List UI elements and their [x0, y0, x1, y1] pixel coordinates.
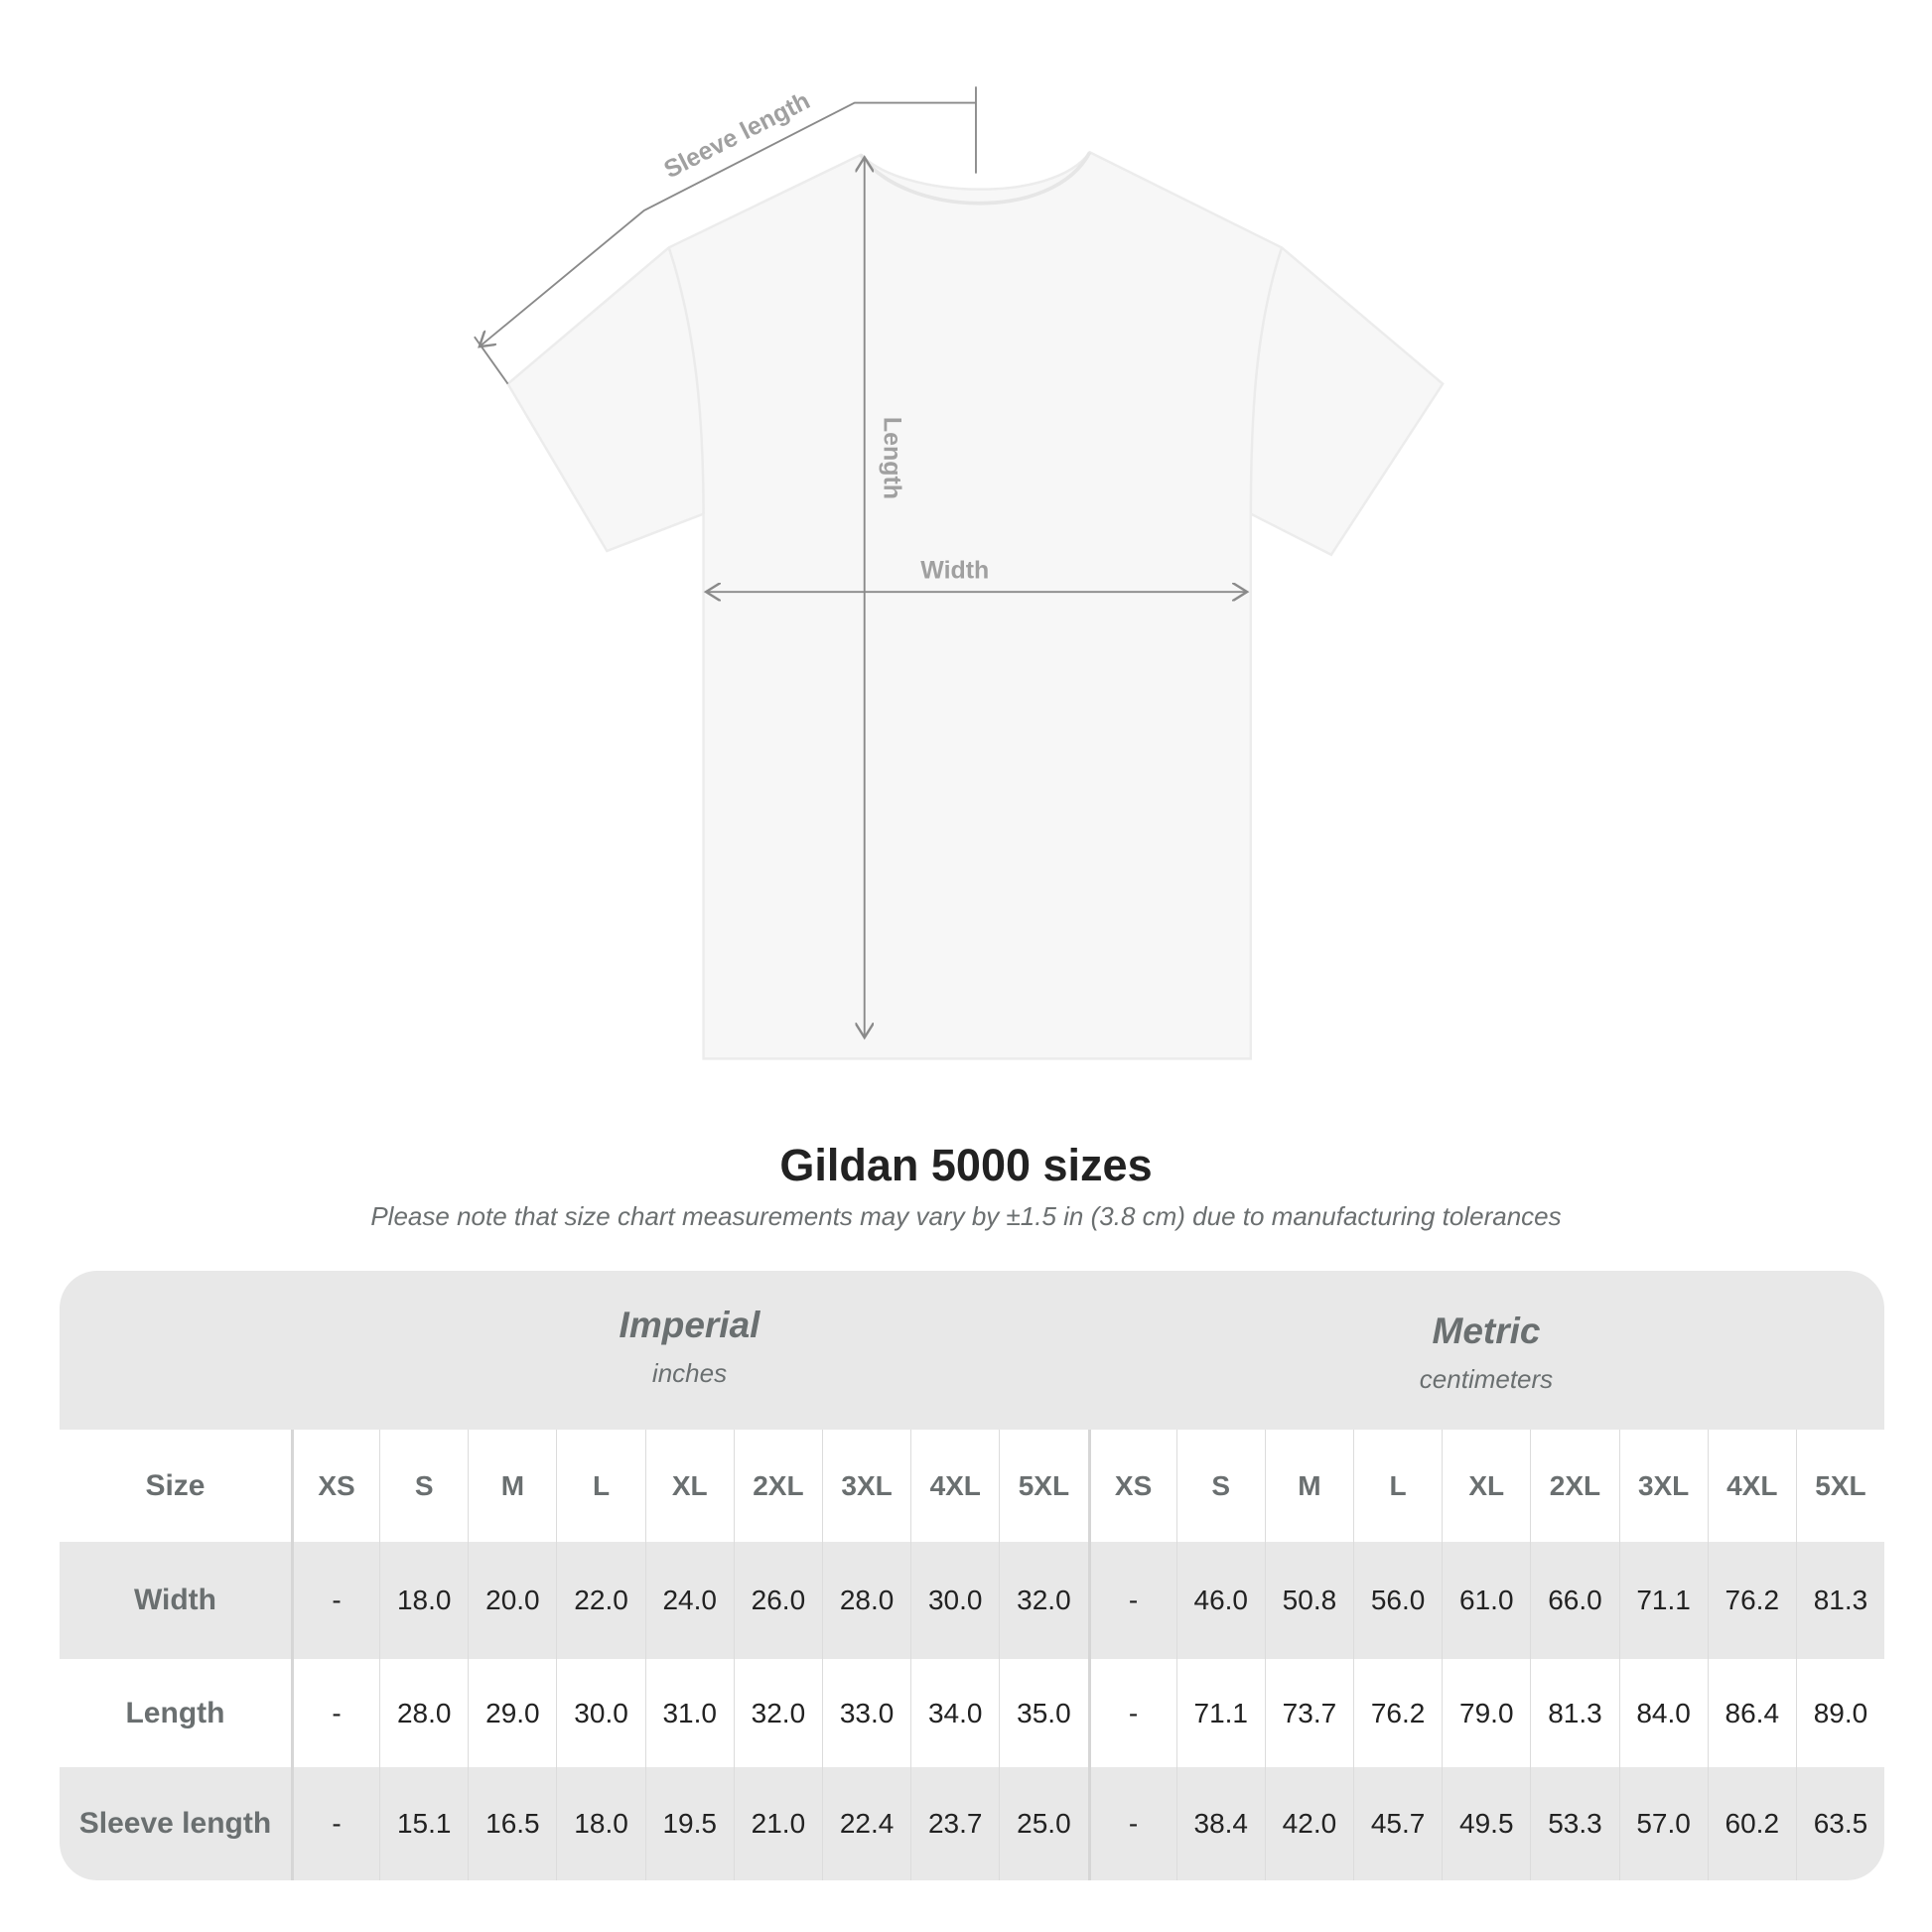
imperial-value-cell: 26.0 — [733, 1542, 822, 1659]
metric-size-header: S — [1175, 1430, 1265, 1542]
imperial-value-cell: 35.0 — [999, 1659, 1087, 1767]
row-label: Size — [145, 1468, 206, 1502]
imperial-value-cell: 30.0 — [556, 1659, 644, 1767]
metric-value-cell: 89.0 — [1795, 1659, 1884, 1767]
metric-title: Metric — [1432, 1311, 1541, 1351]
metric-size-header: 5XL — [1795, 1430, 1884, 1542]
metric-value-cell: 84.0 — [1618, 1659, 1708, 1767]
metric-value-cell: 79.0 — [1442, 1659, 1530, 1767]
metric-value-cell: - — [1087, 1659, 1176, 1767]
metric-size-header: M — [1264, 1430, 1353, 1542]
imperial-value-cell: 22.0 — [556, 1542, 644, 1659]
metric-value-cell: 71.1 — [1618, 1542, 1708, 1659]
metric-value-cell: 46.0 — [1175, 1542, 1265, 1659]
page-title: Gildan 5000 sizes — [779, 1140, 1153, 1190]
metric-value-cell: 57.0 — [1618, 1767, 1708, 1880]
imperial-value-cell: 15.1 — [379, 1767, 468, 1880]
imperial-value-cell: 16.5 — [468, 1767, 556, 1880]
tshirt-shape — [505, 150, 1445, 1060]
imperial-unit: inches — [651, 1358, 728, 1388]
metric-header: Metric centimeters — [1088, 1311, 1884, 1395]
metric-value-cell: 81.3 — [1795, 1542, 1884, 1659]
metric-value-cell: 50.8 — [1264, 1542, 1353, 1659]
tshirt-measurement-diagram: Sleeve length Length Width — [474, 86, 1445, 1060]
imperial-size-header: M — [468, 1430, 556, 1542]
imperial-size-header: 4XL — [910, 1430, 999, 1542]
imperial-size-header: 5XL — [999, 1430, 1087, 1542]
metric-value-cell: 66.0 — [1530, 1542, 1618, 1659]
imperial-value-cell: 19.5 — [644, 1767, 734, 1880]
metric-value-cell: 61.0 — [1442, 1542, 1530, 1659]
imperial-value-cell: 28.0 — [821, 1542, 910, 1659]
metric-value-cell: 38.4 — [1175, 1767, 1265, 1880]
sleeve-length-arrow — [480, 101, 976, 347]
imperial-value-cell: 20.0 — [468, 1542, 556, 1659]
metric-value-cell: 42.0 — [1264, 1767, 1353, 1880]
metric-size-header: XL — [1442, 1430, 1530, 1542]
imperial-value-cell: 25.0 — [999, 1767, 1087, 1880]
metric-value-cell: 60.2 — [1707, 1767, 1796, 1880]
imperial-value-cell: 28.0 — [379, 1659, 468, 1767]
metric-value-cell: 86.4 — [1707, 1659, 1796, 1767]
metric-value-cell: 76.2 — [1707, 1542, 1796, 1659]
metric-value-cell: - — [1087, 1767, 1176, 1880]
imperial-value-cell: 32.0 — [733, 1659, 822, 1767]
row-label: Length — [125, 1696, 225, 1729]
metric-size-header: XS — [1087, 1430, 1176, 1542]
imperial-size-header: S — [379, 1430, 468, 1542]
imperial-value-cell: 34.0 — [910, 1659, 999, 1767]
metric-size-header: 3XL — [1618, 1430, 1708, 1542]
metric-value-cell: 53.3 — [1530, 1767, 1618, 1880]
metric-value-cell: 49.5 — [1442, 1767, 1530, 1880]
imperial-value-cell: - — [290, 1767, 379, 1880]
metric-value-cell: 76.2 — [1353, 1659, 1442, 1767]
size-header-row: Size XS S M L XL 2XL 3XL 4XL 5XL XS S M L XL 2XL 3XL 4XL 5… — [60, 1430, 1884, 1542]
row-label: Sleeve length — [78, 1807, 272, 1840]
metric-value-cell: - — [1087, 1542, 1176, 1659]
row-label: Width — [133, 1584, 216, 1616]
imperial-value-cell: 18.0 — [379, 1542, 468, 1659]
metric-size-header: 4XL — [1707, 1430, 1796, 1542]
tolerance-note: Please note that size chart measurements… — [370, 1201, 1562, 1231]
imperial-header: Imperial inches — [291, 1305, 1088, 1389]
width-label: Width — [920, 556, 989, 584]
imperial-value-cell: 22.4 — [821, 1767, 910, 1880]
table-row: Sleeve length -15.1 16.5 18.0 19.5 21.0 22.4 23… — [60, 1767, 1884, 1880]
unit-header-band — [60, 1271, 1884, 1430]
metric-value-cell: 63.5 — [1795, 1767, 1884, 1880]
metric-size-header: 2XL — [1530, 1430, 1618, 1542]
imperial-value-cell: 31.0 — [644, 1659, 734, 1767]
imperial-size-header: 2XL — [733, 1430, 822, 1542]
metric-value-cell: 45.7 — [1353, 1767, 1442, 1880]
metric-value-cell: 56.0 — [1353, 1542, 1442, 1659]
length-label: Length — [879, 417, 906, 499]
imperial-value-cell: 21.0 — [733, 1767, 822, 1880]
imperial-value-cell: 24.0 — [644, 1542, 734, 1659]
table-row: Length -28.0 29.0 30.0 31.0 32.0 33.0 34.0 35.0-… — [60, 1659, 1884, 1767]
metric-value-cell: 73.7 — [1264, 1659, 1353, 1767]
imperial-size-header: XL — [644, 1430, 734, 1542]
imperial-value-cell: 18.0 — [556, 1767, 644, 1880]
imperial-value-cell: - — [290, 1659, 379, 1767]
imperial-size-header: L — [556, 1430, 644, 1542]
metric-value-cell: 71.1 — [1175, 1659, 1265, 1767]
imperial-title: Imperial — [619, 1305, 760, 1345]
metric-size-header: L — [1353, 1430, 1442, 1542]
size-table: Imperial inches Metric centimeters Size X… — [60, 1271, 1884, 1880]
imperial-value-cell: - — [290, 1542, 379, 1659]
imperial-value-cell: 32.0 — [999, 1542, 1087, 1659]
imperial-value-cell: 30.0 — [910, 1542, 999, 1659]
metric-unit: centimeters — [1419, 1364, 1554, 1394]
metric-value-cell: 81.3 — [1530, 1659, 1618, 1767]
imperial-value-cell: 23.7 — [910, 1767, 999, 1880]
imperial-value-cell: 29.0 — [468, 1659, 556, 1767]
imperial-size-header: XS — [290, 1430, 379, 1542]
table-row: Width -18.0 20.0 22.0 24.0 26.0 28.0 30.0 32.0-4… — [60, 1542, 1884, 1659]
imperial-value-cell: 33.0 — [821, 1659, 910, 1767]
imperial-size-header: 3XL — [821, 1430, 910, 1542]
